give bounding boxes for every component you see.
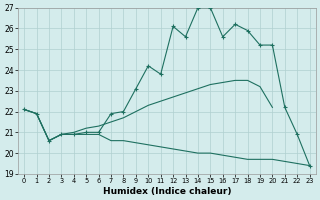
X-axis label: Humidex (Indice chaleur): Humidex (Indice chaleur) [103, 187, 231, 196]
